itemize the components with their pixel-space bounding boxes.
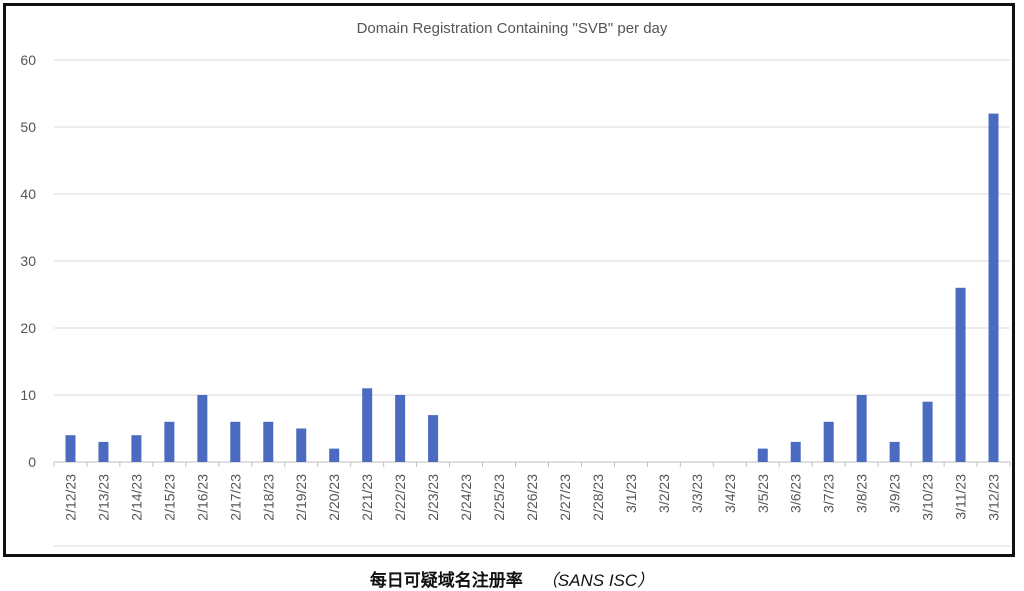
- bar: [98, 441, 109, 462]
- figure-caption: 每日可疑域名注册率 （SANS ISC）: [0, 566, 1024, 591]
- bar: [362, 388, 373, 462]
- x-tick-label: 2/17/23: [227, 474, 243, 521]
- caption-source: （SANS ISC）: [540, 571, 655, 590]
- bar: [164, 421, 175, 462]
- chart-title: Domain Registration Containing "SVB" per…: [356, 20, 668, 37]
- y-tick-label: 10: [20, 387, 36, 403]
- caption-text: 每日可疑域名注册率: [369, 571, 523, 591]
- bar-chart: 0 10 20 30 40 50 60 2/12/23 2/13/23 2/14/23 2/15/2…: [20, 52, 1011, 547]
- x-tick-label: 3/6/23: [788, 474, 804, 513]
- bar: [889, 441, 900, 462]
- x-tick-label: 2/23/23: [425, 474, 441, 521]
- bar: [988, 113, 999, 462]
- x-tick-label: 2/19/23: [293, 474, 309, 521]
- bar: [922, 401, 933, 462]
- chart-frame: Domain Registration Containing "SVB" per…: [3, 3, 1015, 557]
- bar: [856, 395, 867, 462]
- bar: [329, 448, 340, 462]
- y-tick-label: 20: [20, 320, 36, 336]
- bar: [65, 435, 76, 462]
- x-tick-label: 2/28/23: [590, 474, 606, 521]
- bar: [263, 421, 274, 462]
- x-tick-label: 3/12/23: [986, 474, 1002, 521]
- bar: [428, 415, 439, 462]
- x-tick-label: 3/8/23: [854, 474, 870, 513]
- bar: [296, 428, 307, 462]
- y-tick-label: 30: [20, 253, 36, 269]
- bar: [230, 421, 241, 462]
- bar: [757, 448, 768, 462]
- x-tick-label: 3/11/23: [953, 474, 969, 520]
- x-tick-label: 3/7/23: [821, 474, 837, 513]
- y-tick-label: 0: [28, 454, 36, 470]
- bar: [790, 441, 801, 462]
- x-tick-label: 2/12/23: [62, 474, 78, 521]
- x-tick-label: 2/15/23: [161, 474, 177, 521]
- x-tick-label: 2/25/23: [491, 474, 507, 521]
- bar: [395, 395, 406, 462]
- x-tick-label: 2/26/23: [524, 474, 540, 521]
- x-tick-label: 3/10/23: [920, 474, 936, 521]
- x-tick-label: 2/14/23: [128, 474, 144, 521]
- x-tick-label: 2/18/23: [260, 474, 276, 521]
- x-tick-label: 3/4/23: [722, 474, 738, 513]
- x-tick-label: 2/24/23: [458, 474, 474, 521]
- x-tick-label: 2/13/23: [95, 474, 111, 521]
- y-tick-label: 50: [20, 119, 36, 135]
- x-tick-label: 3/5/23: [755, 474, 771, 513]
- bar: [955, 287, 966, 462]
- bar: [197, 395, 208, 462]
- x-tick-label: 3/9/23: [887, 474, 903, 513]
- bar: [131, 435, 142, 462]
- y-tick-label: 40: [20, 186, 36, 202]
- x-tick-label: 3/2/23: [656, 474, 672, 513]
- bar: [823, 421, 834, 462]
- x-tick-label: 2/27/23: [557, 474, 573, 521]
- y-tick-label: 60: [20, 52, 36, 68]
- x-tick-label: 2/16/23: [194, 474, 210, 521]
- x-tick-label: 2/21/23: [359, 474, 375, 521]
- x-tick-label: 2/20/23: [326, 474, 342, 521]
- x-tick-label: 3/3/23: [689, 474, 705, 513]
- x-tick-label: 2/22/23: [392, 474, 408, 521]
- x-tick-label: 3/1/23: [623, 474, 639, 513]
